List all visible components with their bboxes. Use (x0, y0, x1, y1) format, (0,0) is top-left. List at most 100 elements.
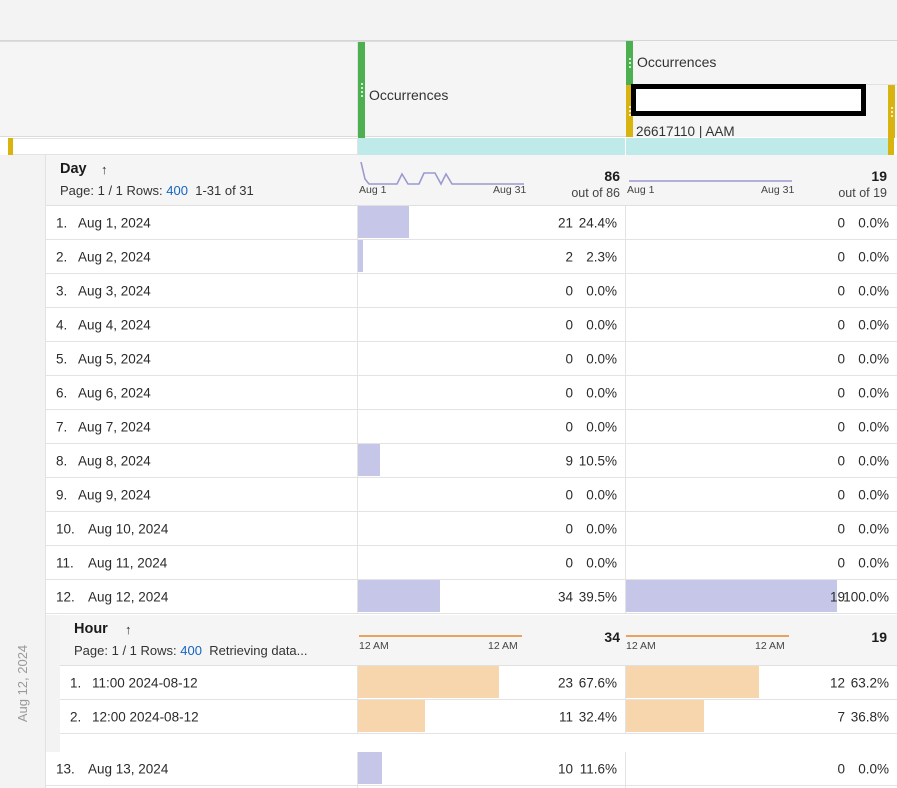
filter-grip-handle-right-edge[interactable] (888, 85, 895, 138)
row-value-cell-col1[interactable]: 0 0.0% (358, 786, 626, 788)
row-value-cell-col1[interactable]: 0 0.0% (358, 512, 626, 546)
row-percent-col1: 0.0% (586, 487, 617, 502)
row-label-cell[interactable]: 8. Aug 8, 2024 (46, 444, 358, 478)
table-row[interactable]: 1. Aug 1, 2024 21 24.4% 0 0.0% (0, 206, 897, 240)
row-value-col2: 0 (837, 419, 845, 434)
table-row[interactable]: 6. Aug 6, 2024 0 0.0% 0 0.0% (0, 376, 897, 410)
table-row[interactable]: 2. Aug 2, 2024 2 2.3% 0 0.0% (0, 240, 897, 274)
table-row[interactable]: 5. Aug 5, 2024 0 0.0% 0 0.0% (0, 342, 897, 376)
sort-ascending-icon-hour[interactable]: ↑ (125, 622, 132, 637)
sort-ascending-icon[interactable]: ↑ (101, 162, 108, 177)
value-bar-col1 (358, 752, 383, 784)
row-value-cell-col2[interactable]: 0 0.0% (626, 206, 897, 240)
redacted-filter-field[interactable] (631, 84, 866, 116)
sparkline-day-col1 (358, 159, 528, 189)
table-row[interactable]: 12. Aug 12, 2024 34 39.5% 19 100.0% (0, 580, 897, 614)
row-label-cell[interactable]: 12. Aug 12, 2024 (46, 580, 358, 614)
table-row[interactable]: 2. 12:00 2024-08-12 11 32.4% 7 36.8% (0, 700, 897, 734)
row-percent-col2: 0.0% (858, 385, 889, 400)
header-occurrences-col2-row[interactable]: Occurrences (626, 41, 897, 85)
row-value-cell-col1[interactable]: 11 32.4% (358, 700, 626, 734)
row-value-col2: 0 (837, 385, 845, 400)
rows-value-day[interactable]: 400 (166, 183, 188, 198)
table-row[interactable]: 8. Aug 8, 2024 9 10.5% 0 0.0% (0, 444, 897, 478)
row-value-cell-col2[interactable]: 0 0.0% (626, 512, 897, 546)
row-label-cell[interactable]: 11. Aug 11, 2024 (46, 546, 358, 580)
row-value-cell-col2[interactable]: 0 0.0% (626, 752, 897, 786)
row-percent-col1: 0.0% (586, 283, 617, 298)
row-value-cell-col1[interactable]: 0 0.0% (358, 478, 626, 512)
row-value-cell-col2[interactable]: 0 0.0% (626, 240, 897, 274)
row-value-col2: 7 (837, 709, 845, 724)
table-row[interactable]: 7. Aug 7, 2024 0 0.0% 0 0.0% (0, 410, 897, 444)
row-percent-col1: 11.6% (579, 761, 617, 776)
row-percent-col2: 0.0% (858, 215, 889, 230)
row-label-cell[interactable]: 5. Aug 5, 2024 (46, 342, 358, 376)
column-grip-handle-col2[interactable] (626, 41, 633, 85)
group-total-day-col1: 86 (604, 168, 620, 184)
row-value-cell-col2[interactable]: 0 0.0% (626, 546, 897, 580)
table-row[interactable]: 1. 11:00 2024-08-12 23 67.6% 12 63.2% (0, 666, 897, 700)
group-outof-day-col2: out of 19 (838, 186, 887, 200)
row-value-cell-col2[interactable]: 0 0.0% (626, 444, 897, 478)
column-grip-handle-col1[interactable] (358, 42, 365, 138)
table-row[interactable]: 14. Aug 14, 2024 0 0.0% 0 0.0% (0, 786, 897, 788)
row-label: Aug 10, 2024 (88, 521, 169, 536)
filter-grip-handle-col2[interactable] (626, 85, 633, 137)
row-value-cell-col1[interactable]: 0 0.0% (358, 546, 626, 580)
row-label-cell[interactable]: 1. 11:00 2024-08-12 (60, 666, 358, 700)
row-label-cell[interactable]: 7. Aug 7, 2024 (46, 410, 358, 444)
row-value-cell-col1[interactable]: 0 0.0% (358, 410, 626, 444)
table-row[interactable]: 3. Aug 3, 2024 0 0.0% 0 0.0% (0, 274, 897, 308)
rows-value-hour[interactable]: 400 (180, 643, 202, 658)
row-number: 9. (56, 487, 68, 502)
row-percent-col1: 0.0% (586, 351, 617, 366)
row-value-cell-col2[interactable]: 19 100.0% (626, 580, 897, 614)
row-value-cell-col2[interactable]: 12 63.2% (626, 666, 897, 700)
row-label-cell[interactable]: 10. Aug 10, 2024 (46, 512, 358, 546)
row-value-cell-col1[interactable]: 0 0.0% (358, 342, 626, 376)
row-label-cell[interactable]: 3. Aug 3, 2024 (46, 274, 358, 308)
row-value-cell-col1[interactable]: 23 67.6% (358, 666, 626, 700)
table-row[interactable]: 10. Aug 10, 2024 0 0.0% 0 0.0% (0, 512, 897, 546)
top-chrome-bar (0, 0, 897, 41)
data-grid[interactable]: Day ↑ Page: 1 / 1 Rows: 400 1-31 of 31 A… (0, 155, 897, 788)
row-label-cell[interactable]: 1. Aug 1, 2024 (46, 206, 358, 240)
row-number: 2. (56, 249, 68, 264)
row-value-cell-col2[interactable]: 0 0.0% (626, 786, 897, 788)
table-row[interactable]: 4. Aug 4, 2024 0 0.0% 0 0.0% (0, 308, 897, 342)
row-value-cell-col2[interactable]: 0 0.0% (626, 342, 897, 376)
row-value-cell-col1[interactable]: 34 39.5% (358, 580, 626, 614)
row-percent-col1: 24.4% (578, 215, 617, 230)
row-label-cell[interactable]: 2. Aug 2, 2024 (46, 240, 358, 274)
row-value-cell-col1[interactable]: 0 0.0% (358, 274, 626, 308)
row-label-cell[interactable]: 6. Aug 6, 2024 (46, 376, 358, 410)
row-value-cell-col1[interactable]: 21 24.4% (358, 206, 626, 240)
table-row[interactable]: 11. Aug 11, 2024 0 0.0% 0 0.0% (0, 546, 897, 580)
row-value-cell-col2[interactable]: 0 0.0% (626, 308, 897, 342)
row-value-cell-col2[interactable]: 0 0.0% (626, 410, 897, 444)
header-occurrences-col1[interactable]: Occurrences (358, 42, 626, 138)
nested-hour-subgrid[interactable]: Aug 12, 2024 Hour ↑ Page: 1 / 1 Rows: 40… (0, 615, 897, 752)
row-value-col2: 12 (829, 675, 845, 690)
row-label-cell[interactable]: 13. Aug 13, 2024 (46, 752, 358, 786)
row-value-cell-col2[interactable]: 0 0.0% (626, 478, 897, 512)
row-value-cell-col1[interactable]: 0 0.0% (358, 308, 626, 342)
row-value-cell-col2[interactable]: 0 0.0% (626, 376, 897, 410)
table-row[interactable]: 9. Aug 9, 2024 0 0.0% 0 0.0% (0, 478, 897, 512)
row-value-cell-col1[interactable]: 9 10.5% (358, 444, 626, 478)
row-value-col1: 0 (565, 385, 573, 400)
row-value-cell-col1[interactable]: 2 2.3% (358, 240, 626, 274)
row-label-cell[interactable]: 2. 12:00 2024-08-12 (60, 700, 358, 734)
row-value-cell-col1[interactable]: 0 0.0% (358, 376, 626, 410)
table-row[interactable]: 13. Aug 13, 2024 10 11.6% 0 0.0% (0, 752, 897, 786)
row-value-cell-col1[interactable]: 10 11.6% (358, 752, 626, 786)
row-value-col1: 0 (565, 419, 573, 434)
row-label-cell[interactable]: 9. Aug 9, 2024 (46, 478, 358, 512)
row-label-cell[interactable]: 4. Aug 4, 2024 (46, 308, 358, 342)
row-label-cell[interactable]: 14. Aug 14, 2024 (46, 786, 358, 788)
sparkline-axis-left-day-col2: Aug 1 (627, 184, 655, 196)
row-value-cell-col2[interactable]: 7 36.8% (626, 700, 897, 734)
rows-label-hour: Rows: (140, 643, 177, 658)
row-value-cell-col2[interactable]: 0 0.0% (626, 274, 897, 308)
